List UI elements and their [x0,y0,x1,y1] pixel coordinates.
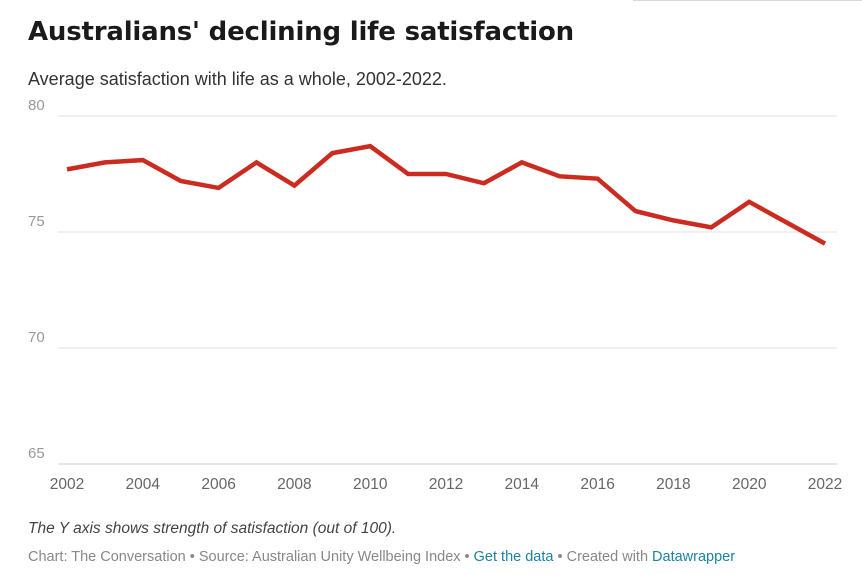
data-point-2020 [746,199,752,205]
chart-credit: Chart: The Conversation • Source: Austra… [28,549,735,565]
x-tick-label: 2004 [126,476,161,493]
y-tick-label: 80 [28,100,45,114]
data-point-2010 [367,143,373,149]
y-axis-ticks: 80 75 70 65 [28,100,45,462]
x-tick-label: 2002 [50,476,84,493]
data-point-2012 [443,171,449,177]
datawrapper-link[interactable]: Datawrapper [652,549,736,565]
series-group [66,143,827,246]
data-point-2009 [329,150,335,156]
x-tick-label: 2008 [277,476,311,493]
x-tick-label: 2020 [732,476,767,493]
y-axis-note: The Y axis shows strength of satisfactio… [28,520,397,537]
data-point-2016 [595,176,601,182]
data-point-2006 [216,185,222,191]
data-point-2011 [405,171,411,177]
data-point-2003 [102,159,108,165]
data-points [64,143,828,246]
x-tick-label: 2006 [201,476,235,493]
data-point-2022 [822,241,828,247]
x-tick-label: 2012 [429,476,463,493]
data-point-2002 [64,166,70,172]
data-point-2014 [519,159,525,165]
y-tick-label: 65 [28,445,45,462]
x-tick-label: 2018 [656,476,690,493]
data-point-2015 [557,173,563,179]
data-point-2021 [784,220,790,226]
chart-title: Australians' declining life satisfaction [28,17,574,47]
x-tick-label: 2016 [580,476,614,493]
data-point-2005 [178,178,184,184]
y-tick-label: 75 [28,213,45,230]
data-point-2004 [140,157,146,163]
y-tick-label: 70 [28,329,45,346]
chart-subtitle: Average satisfaction with life as a whol… [28,69,447,89]
line-chart: 80 75 70 65 2002 2004 2006 2008 2010 2012 2014 201… [28,100,842,493]
x-tick-label: 2014 [505,476,540,493]
data-point-2007 [254,159,260,165]
x-axis-ticks: 2002 2004 2006 2008 2010 2012 2014 2016 2018 2020… [50,476,842,493]
x-tick-label: 2022 [808,476,842,493]
data-point-2019 [708,224,714,230]
credit-created-with: • Created with [553,549,653,565]
data-point-2017 [633,208,639,214]
data-point-2018 [670,217,676,223]
grid-lines [58,115,837,465]
x-tick-label: 2010 [353,476,388,493]
data-point-2008 [291,183,297,189]
credit-source: Chart: The Conversation • Source: Austra… [28,549,474,565]
series-line-0 [66,143,827,246]
top-rule [633,0,862,1]
get-the-data-link[interactable]: Get the data [473,549,554,565]
data-point-2013 [481,180,487,186]
